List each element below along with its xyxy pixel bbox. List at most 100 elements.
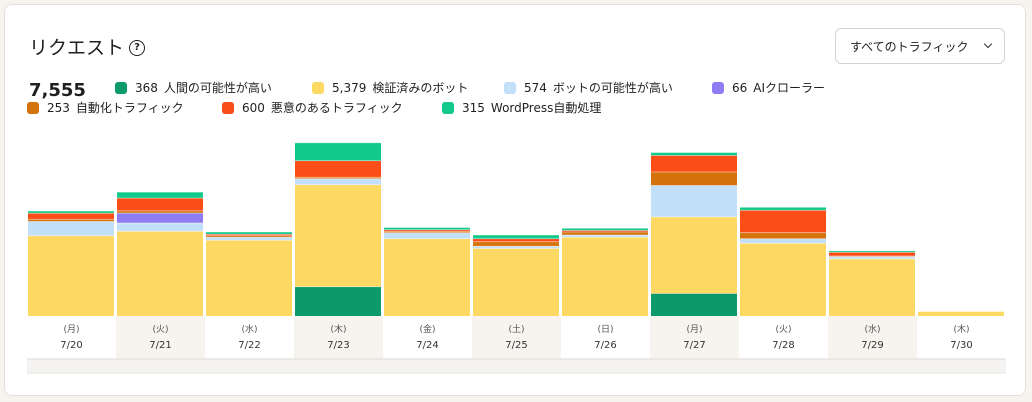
bar-segment <box>651 152 737 156</box>
bar-segment <box>829 252 915 256</box>
legend-item[interactable]: 574 ボットの可能性が高い <box>504 81 673 95</box>
x-tick-day-label: (木) <box>330 323 346 335</box>
x-tick-label: 7/30 <box>950 340 972 351</box>
bar-segment <box>384 231 470 233</box>
bar-segment <box>28 235 114 316</box>
bar-segment <box>384 227 470 230</box>
x-tick-label: 7/20 <box>60 340 82 351</box>
column-label-highlight <box>116 316 205 359</box>
bar-segment <box>740 207 826 211</box>
bar-segment <box>740 232 826 239</box>
bar-segment <box>295 184 381 287</box>
legend-label: 自動化トラフィック <box>75 101 184 115</box>
legend-count: 315 <box>462 101 485 115</box>
bar-segment <box>651 155 737 172</box>
column-label-highlight <box>650 316 739 359</box>
legend-swatch <box>27 102 39 114</box>
bar-segment <box>562 237 648 316</box>
column-label-highlight <box>472 316 561 359</box>
legend-count: 574 <box>524 81 547 95</box>
bar-segment <box>384 229 470 232</box>
legend-swatch <box>115 82 127 94</box>
legend-row-1: 368 人間の可能性が高い 5,379 検証済みのボット 574 ボットの可能性が高い… <box>5 81 1005 97</box>
legend-label: AIクローラー <box>753 81 826 95</box>
bar-segment <box>473 241 559 247</box>
bar-segment <box>28 221 114 236</box>
bar-segment <box>473 238 559 242</box>
legend-item[interactable]: 253 自動化トラフィック <box>27 101 184 115</box>
x-tick-label: 7/28 <box>772 340 794 351</box>
x-tick-day-label: (金) <box>419 323 435 335</box>
bar-segment <box>28 219 114 222</box>
x-tick-day-label: (火) <box>775 324 791 335</box>
bar-segment <box>206 240 292 316</box>
legend-label: 悪意のあるトラフィック <box>270 101 403 115</box>
x-tick-day-label: (月) <box>686 324 702 335</box>
traffic-filter-dropdown[interactable]: すべてのトラフィック <box>835 28 1005 64</box>
bar-segment <box>295 177 381 179</box>
bar-segment <box>28 213 114 220</box>
x-tick-day-label: (水) <box>864 323 880 335</box>
x-tick-label: 7/21 <box>149 340 171 351</box>
x-tick-label: 7/26 <box>594 340 616 351</box>
bar-segment <box>206 232 292 235</box>
bar-segment <box>206 234 292 236</box>
bar-segment <box>562 232 648 235</box>
legend-count: 66 <box>732 81 748 95</box>
legend-row-2: 253 自動化トラフィック 600 悪意のあるトラフィック 315 WordPress… <box>5 101 1005 117</box>
bar-segment <box>117 231 203 316</box>
bar-segment <box>651 185 737 217</box>
legend-swatch <box>312 82 324 94</box>
legend-label: 検証済みのボット <box>372 81 469 95</box>
legend-count: 253 <box>47 101 70 115</box>
bar-segment <box>206 237 292 241</box>
bar-segment <box>295 160 381 178</box>
bar-segment <box>918 311 1004 316</box>
bar-segment <box>473 246 559 249</box>
bar-segment <box>829 259 915 316</box>
bar-segment <box>651 293 737 316</box>
bar-segment <box>473 248 559 316</box>
legend-swatch <box>712 82 724 94</box>
question-circle-icon[interactable]: ? <box>129 40 145 56</box>
bar-segment <box>740 210 826 233</box>
bar-segment <box>28 211 114 214</box>
bar-segment <box>829 256 915 259</box>
x-tick-day-label: (日) <box>597 324 613 335</box>
x-tick-day-label: (月) <box>63 324 79 335</box>
x-tick-label: 7/25 <box>505 340 527 351</box>
legend-item[interactable]: 368 人間の可能性が高い <box>115 81 272 95</box>
bar-segment <box>829 250 915 253</box>
x-tick-label: 7/24 <box>416 340 438 351</box>
legend-item[interactable]: 5,379 検証済みのボット <box>312 81 468 95</box>
bar-segment <box>384 232 470 239</box>
bar-segment <box>117 213 203 223</box>
bar-segment <box>740 238 826 244</box>
bar-segment <box>473 235 559 239</box>
legend-item[interactable]: 315 WordPress自動処理 <box>442 101 601 115</box>
x-tick-day-label: (土) <box>508 323 524 335</box>
legend-swatch <box>222 102 234 114</box>
bar-segment <box>562 228 648 231</box>
stacked-bar-chart: (月) 7/20 (火) 7/21 (水) 7/22 (木) 7/23 (金) 7/24 (土) 7/… <box>27 142 1006 374</box>
legend-item[interactable]: 600 悪意のあるトラフィック <box>222 101 403 115</box>
card-title: リクエスト <box>29 37 125 59</box>
bar-segment <box>206 235 292 238</box>
x-tick-label: 7/29 <box>861 340 883 351</box>
bar-segment <box>651 217 737 294</box>
range-scroll-track <box>27 359 1006 373</box>
bar-segment <box>117 210 203 214</box>
total-requests: 7,555 <box>29 80 86 101</box>
legend-item[interactable]: 66 AIクローラー <box>712 81 825 95</box>
legend-label: WordPress自動処理 <box>490 101 602 115</box>
legend-label: ボットの可能性が高い <box>552 81 673 95</box>
x-tick-day-label: (木) <box>953 323 969 335</box>
column-label-highlight <box>294 316 383 359</box>
bar-segment <box>117 198 203 211</box>
legend-count: 368 <box>135 81 158 95</box>
traffic-filter-label: すべてのトラフィック <box>850 39 969 54</box>
x-tick-label: 7/27 <box>683 340 705 351</box>
legend-label: 人間の可能性が高い <box>163 81 272 95</box>
legend-count: 5,379 <box>332 81 367 95</box>
legend-swatch <box>504 82 516 94</box>
